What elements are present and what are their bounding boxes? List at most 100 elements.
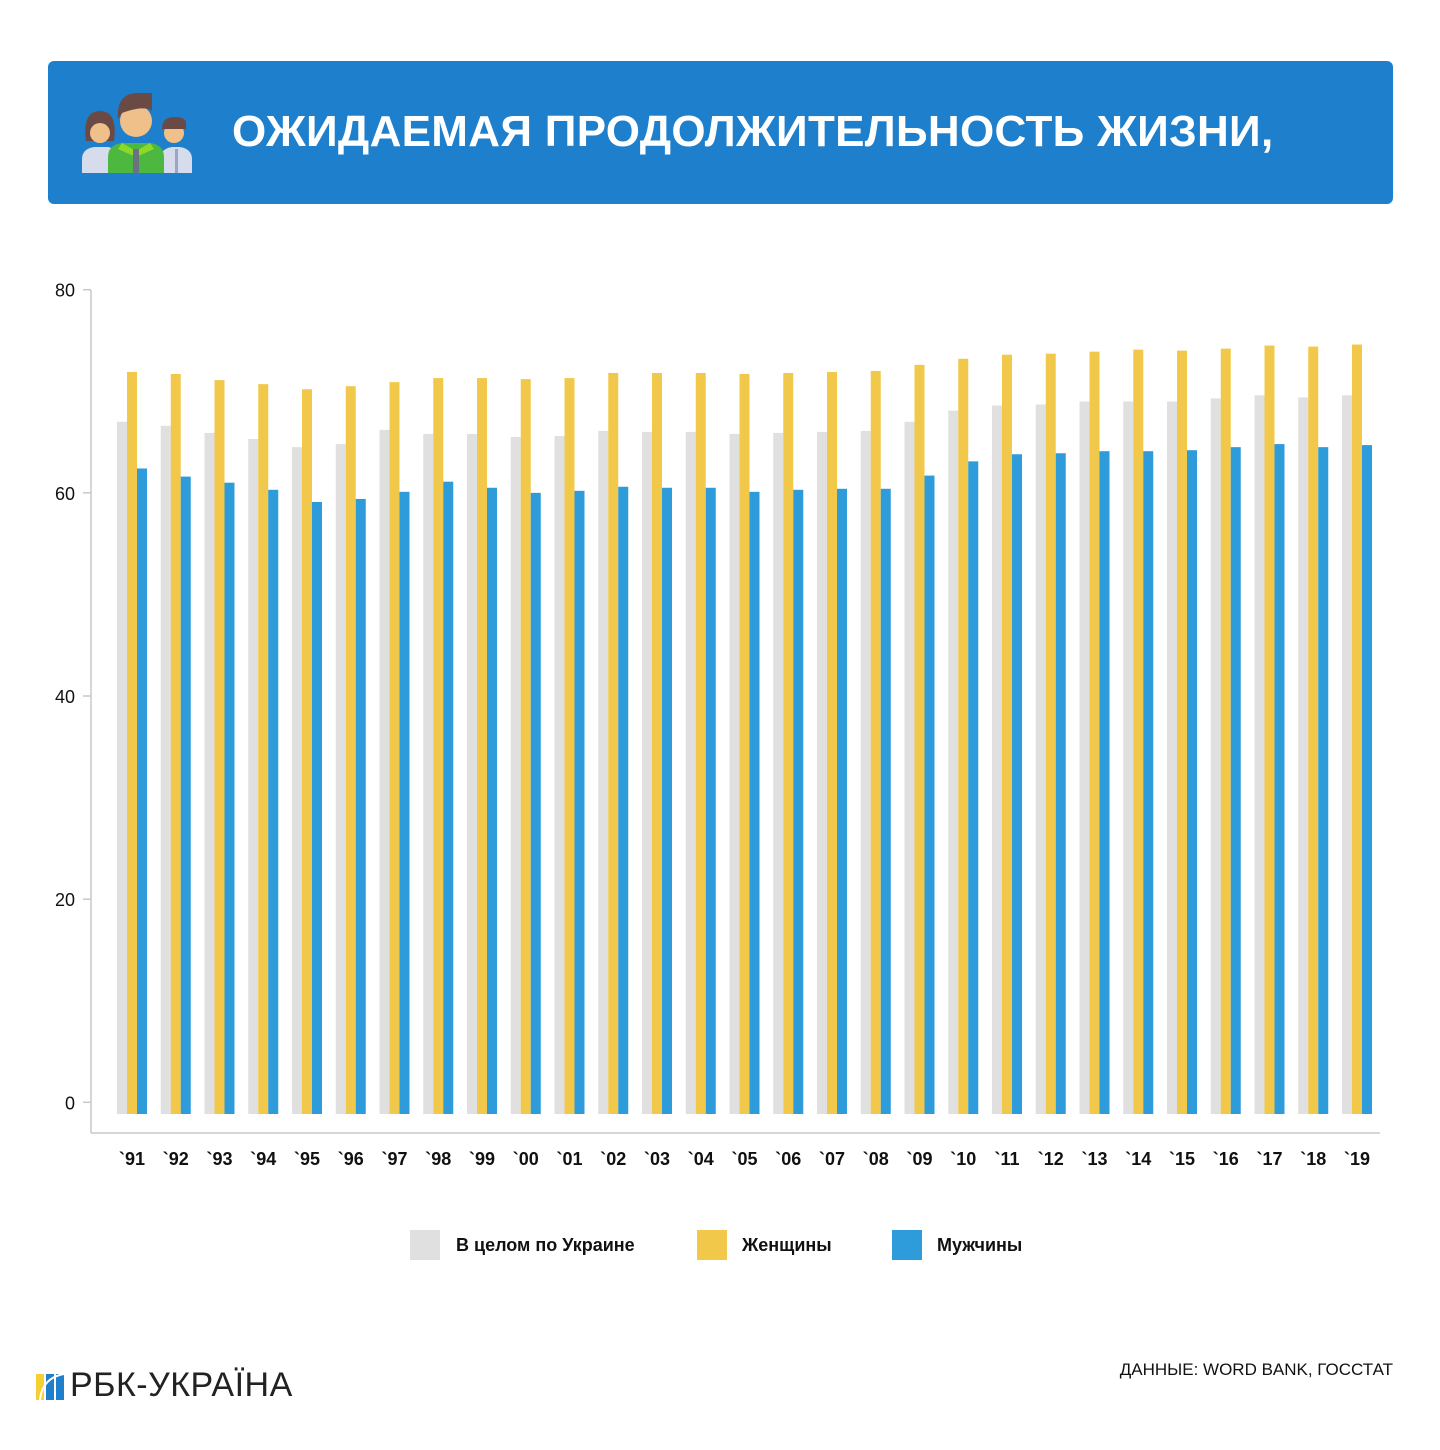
x-tick-label: `11 [994,1149,1019,1169]
bar-women [433,378,444,1114]
bar-women [127,371,137,1115]
bar-men [137,468,147,1114]
x-tick-label: `18 [1300,1149,1326,1169]
x-tick-label: `07 [819,1149,845,1169]
bar-women [695,372,706,1115]
legend-swatch-women [697,1230,727,1260]
x-tick-label: `06 [775,1149,801,1169]
bar-women [345,386,356,1114]
bar-men [793,489,804,1115]
bar-total [685,431,696,1114]
bar-total [948,410,959,1115]
bar-total [160,425,171,1114]
bar-total [117,421,127,1114]
bar-men [1230,447,1241,1114]
bar-total [510,436,521,1114]
bar-total [1035,404,1046,1114]
x-tick-label: `96 [338,1149,364,1169]
x-tick-label: `04 [688,1149,714,1169]
bar-men [487,487,497,1114]
bar-total [1123,401,1134,1114]
bar-total [860,430,871,1114]
title-banner: ОЖИДАЕМАЯ ПРОДОЛЖИТЕЛЬНОСТЬ ЖИЗНИ, [48,61,1393,204]
x-tick-label: `93 [206,1149,232,1169]
x-tick-label: `10 [950,1149,976,1169]
bar-men [968,461,979,1114]
bar-women [564,378,575,1114]
legend: В целом по Украине Женщины Мужчины [0,1230,1440,1260]
bar-women [1089,351,1100,1114]
bar-total [1298,397,1309,1114]
bar-women [870,370,881,1115]
bar-men [880,488,891,1114]
bar-men [1318,447,1329,1114]
bar-women [1308,346,1319,1114]
bar-total [1342,395,1352,1114]
x-tick-label: `03 [644,1149,670,1169]
bar-women [520,379,531,1114]
bar-women [1045,353,1056,1114]
bar-men [618,486,629,1114]
x-tick-label: `92 [163,1149,189,1169]
y-tick-label: 60 [55,484,75,504]
bar-women [958,358,969,1114]
bar-men [1055,453,1066,1115]
bar-women [1133,349,1144,1114]
bar-men [1274,444,1285,1114]
bar-total [423,433,434,1114]
legend-label-total: В целом по Украине [456,1235,635,1255]
bar-total [335,444,346,1114]
bar-women [389,382,400,1114]
bar-men [749,491,760,1115]
bar-women [827,371,837,1115]
bar-total [1167,401,1177,1114]
bar-men [662,487,672,1114]
x-tick-label: `19 [1344,1149,1370,1169]
bar-women [170,374,181,1114]
bar-men [705,487,716,1114]
bar-men [574,490,585,1115]
y-tick-label: 20 [55,890,75,910]
source-note: ДАННЫЕ: WORD BANK, ГОССТАТ [1119,1360,1393,1379]
bar-men [837,488,847,1114]
x-tick-label: `16 [1213,1149,1239,1169]
legend-swatch-men [892,1230,922,1260]
bar-women [214,380,225,1114]
bar-total [1079,401,1090,1114]
chart-title: ОЖИДАЕМАЯ ПРОДОЛЖИТЕЛЬНОСТЬ ЖИЗНИ, [232,107,1274,156]
bar-chart: 0 20 40 60 80 `91 `92 `93 `94 `95 `96 `97 `98 `99 `00 `… [55,281,1380,1169]
bar-women [1002,354,1012,1114]
bar-women [258,384,269,1114]
bar-men [1143,451,1154,1115]
bar-total [248,439,259,1114]
bar-women [1264,345,1275,1114]
bar-women [783,372,794,1115]
x-tick-label: `91 [119,1149,145,1169]
x-tick-label: `99 [469,1149,495,1169]
family-people-icon [82,93,192,173]
x-tick-label: `15 [1169,1149,1195,1169]
bar-men [180,476,191,1114]
bar-total [379,429,390,1114]
y-tick-label: 80 [55,281,75,301]
x-tick-label: `98 [425,1149,451,1169]
x-tick-label: `12 [1038,1149,1064,1169]
x-tick-label: `05 [731,1149,757,1169]
x-tick-label: `17 [1256,1149,1282,1169]
bar-total [773,432,784,1114]
bar-total [292,447,302,1114]
bar-men [1362,445,1372,1114]
legend-label-women: Женщины [742,1235,832,1255]
x-tick-label: `13 [1081,1149,1107,1169]
bar-total [1210,398,1221,1114]
bar-women [1352,344,1362,1114]
bar-women [652,372,662,1115]
bar-men [1012,454,1022,1115]
x-tick-label: `97 [381,1149,407,1169]
bar-total [204,432,215,1114]
legend-swatch-total [410,1230,440,1260]
bar-men [268,489,279,1115]
x-tick-label: `09 [906,1149,932,1169]
bar-total [729,433,740,1114]
bar-total [817,431,827,1114]
